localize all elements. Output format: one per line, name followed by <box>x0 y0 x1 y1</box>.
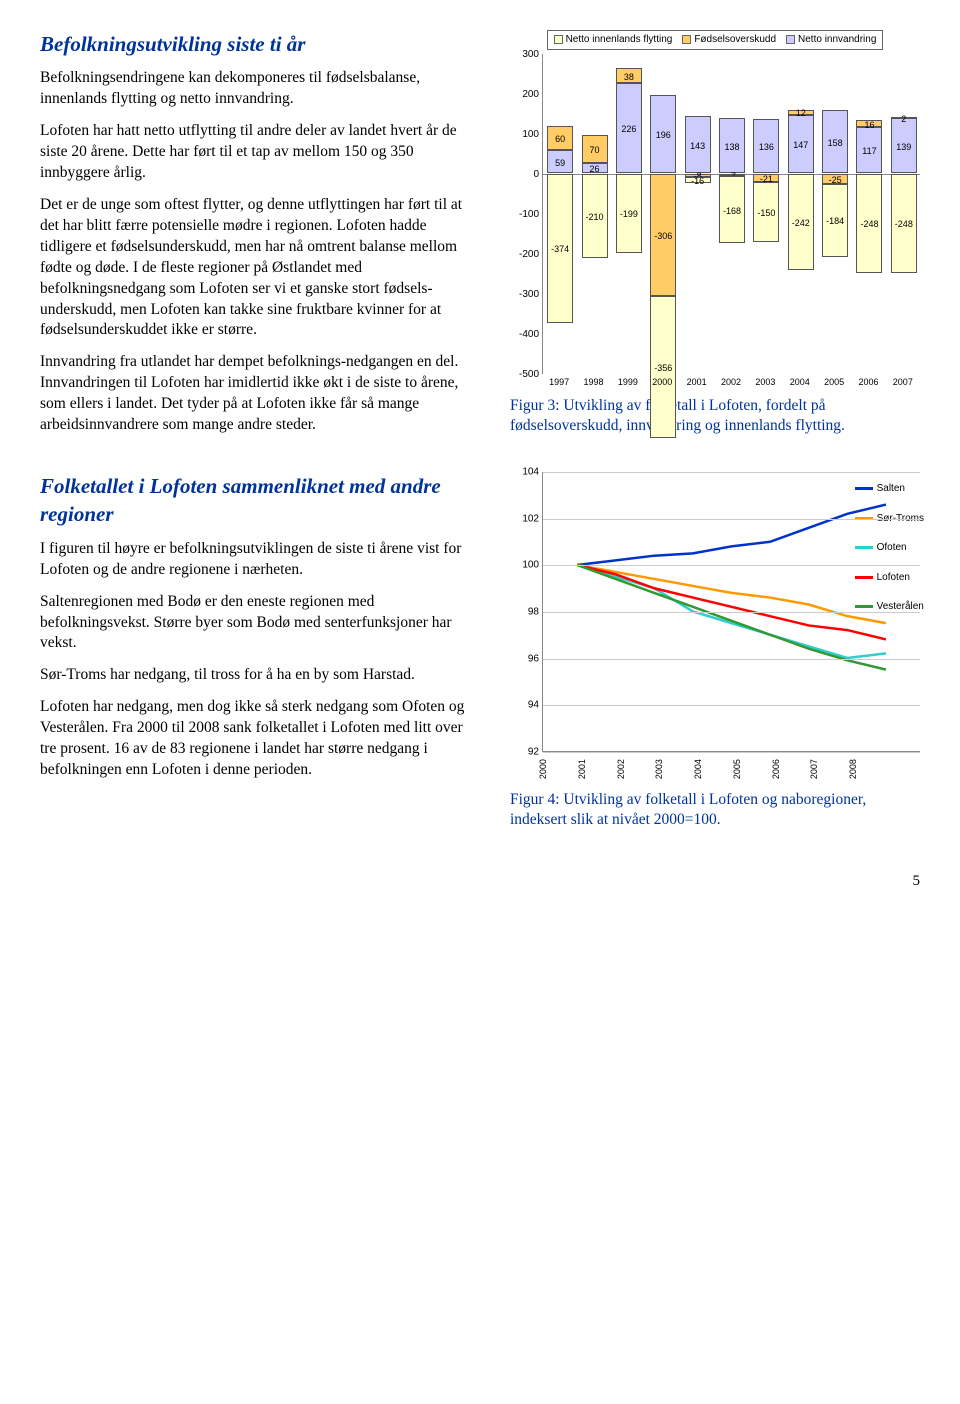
chart1-legend: Netto innenlands flytting Fødselsoversku… <box>547 30 884 50</box>
legend-sq-innvandring <box>786 35 795 44</box>
chart2-plot: SaltenSør-TromsOfotenLofotenVesterålen 9… <box>542 472 920 752</box>
chart1-plot: -500-400-300-200-10001002003005960-37426… <box>542 54 920 374</box>
section1-p2: Lofoten har hatt netto utflytting til an… <box>40 121 480 184</box>
section2-p2: Saltenregionen med Bodø er den eneste re… <box>40 592 480 655</box>
chart2-legend: SaltenSør-TromsOfotenLofotenVesterålen <box>855 482 924 630</box>
section2-p3: Sør-Troms har nedgang, til tross for å h… <box>40 665 480 686</box>
section1-p1: Befolkningsendringene kan dekomponeres t… <box>40 68 480 110</box>
chart1: Netto innenlands flytting Fødselsoversku… <box>510 30 920 388</box>
section2-p1: I figuren til høyre er befolkningsutvikl… <box>40 539 480 581</box>
page-number: 5 <box>40 871 920 891</box>
section2-heading: Folketallet i Lofoten sammenliknet med a… <box>40 472 480 529</box>
section1-p4: Innvandring fra utlandet har dempet befo… <box>40 352 480 436</box>
section1-p3: Det er de unge som oftest flytter, og de… <box>40 195 480 341</box>
chart1-xaxis: 1997199819992000200120022003200420052006… <box>542 374 920 388</box>
legend-sq-flytting <box>554 35 563 44</box>
section1-heading: Befolkningsutvikling siste ti år <box>40 30 480 58</box>
legend-sq-fodsel <box>682 35 691 44</box>
chart2: SaltenSør-TromsOfotenLofotenVesterålen 9… <box>510 472 920 782</box>
chart1-caption: Figur 3: Utvikling av folketall i Lofote… <box>510 396 920 436</box>
chart2-caption: Figur 4: Utvikling av folketall i Lofote… <box>510 790 920 830</box>
section2-p4: Lofoten har nedgang, men dog ikke så ste… <box>40 697 480 781</box>
